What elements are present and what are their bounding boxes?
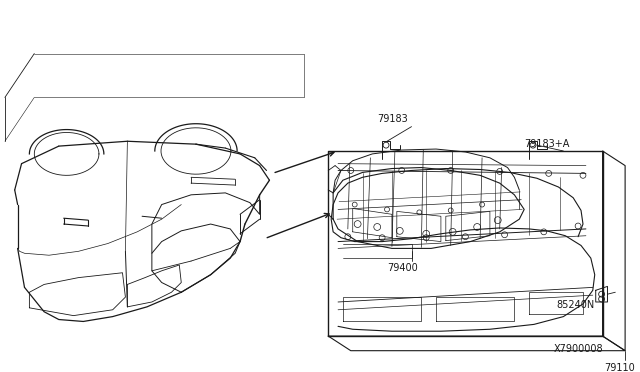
Text: 79110: 79110 [605, 363, 636, 372]
Text: 79183+A: 79183+A [524, 139, 570, 149]
Text: 79183: 79183 [377, 114, 408, 124]
Text: 85240N: 85240N [557, 300, 595, 310]
Text: X7900008: X7900008 [554, 344, 604, 354]
Text: 79400: 79400 [387, 263, 418, 273]
